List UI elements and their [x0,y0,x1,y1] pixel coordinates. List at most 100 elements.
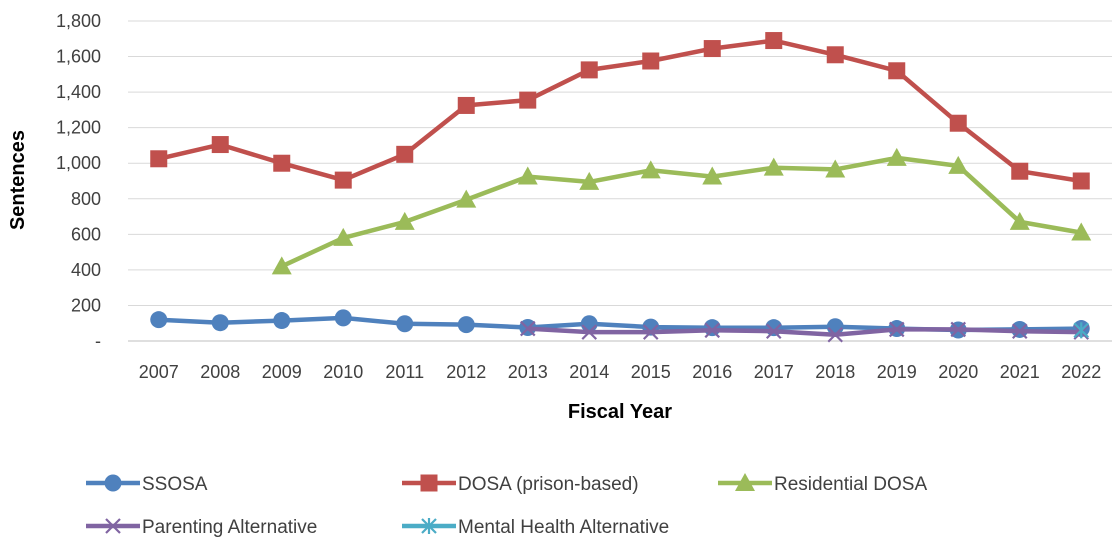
y-tick-label: 1,800 [56,11,101,31]
x-tick-label: 2013 [508,362,548,382]
data-point-parenting-alternative [888,321,905,338]
data-point-residential-dosa [763,157,784,176]
data-point-parenting-alternative [950,321,967,338]
data-point-residential-dosa [825,159,846,178]
data-point-dosa-prison-based [1072,172,1090,190]
data-point-residential-dosa [579,171,600,190]
data-point-residential-dosa [394,211,415,230]
data-point-residential-dosa [948,155,969,174]
series-mental-health-alternative [1073,322,1090,339]
data-point-dosa-prison-based [765,32,783,50]
y-tick-label: 200 [71,295,101,315]
series-layer [150,32,1092,343]
series-line-residential-dosa [280,155,1082,269]
data-point-parenting-alternative [581,324,598,340]
x-tick-label: 2018 [815,362,855,382]
legend-swatch-marker [105,518,121,534]
y-tick-label: 600 [71,224,101,244]
y-axis-title: Sentences [7,130,29,230]
data-point-parenting-alternative [642,324,659,340]
data-point-ssosa [457,316,475,334]
y-tick-label: 1,000 [56,153,101,173]
x-tick-label: 2022 [1061,362,1101,382]
data-point-parenting-alternative [519,320,536,337]
legend-label: Mental Health Alternative [458,517,669,538]
data-point-dosa-prison-based [949,114,967,132]
x-tick-label: 2007 [139,362,179,382]
x-tick-label: 2016 [692,362,732,382]
x-axis-title: Fiscal Year [568,401,672,423]
data-point-dosa-prison-based [334,171,352,189]
gridlines [128,20,1112,342]
data-point-dosa-prison-based [273,154,291,172]
data-point-ssosa [273,312,291,330]
legend-swatch-marker [421,518,437,534]
data-point-dosa-prison-based [888,62,906,80]
data-point-dosa-prison-based [580,61,598,79]
legend-swatch-marker [420,474,438,492]
data-point-residential-dosa [333,227,354,246]
x-tick-label: 2014 [569,362,609,382]
data-point-residential-dosa [271,256,292,275]
data-point-residential-dosa [1009,211,1030,230]
data-point-mental-health-alternative [1073,322,1090,339]
data-point-parenting-alternative [1011,323,1028,340]
data-point-dosa-prison-based [519,91,537,109]
x-tick-label: 2012 [446,362,486,382]
legend-swatch-marker [104,474,122,492]
data-point-parenting-alternative [704,322,721,339]
legend-item-parenting-alternative: Parenting Alternative [86,517,317,538]
data-point-residential-dosa [517,166,538,185]
data-point-ssosa [211,314,229,332]
series-dosa-prison-based [150,32,1090,190]
legend-label: SSOSA [142,474,208,495]
data-point-ssosa [150,311,168,329]
data-point-dosa-prison-based [1011,162,1029,180]
x-tick-label: 2021 [1000,362,1040,382]
data-point-ssosa [334,309,352,327]
data-point-parenting-alternative [765,323,782,340]
data-point-dosa-prison-based [642,52,660,70]
data-point-dosa-prison-based [211,136,229,154]
x-tick-label: 2020 [938,362,978,382]
data-point-residential-dosa [640,160,661,179]
y-axis-ticks: - 200 400 600 800 1,000 1,200 1,400 1,600 1,800 [56,11,101,351]
x-tick-label: 2010 [323,362,363,382]
data-point-dosa-prison-based [150,150,168,168]
legend: SSOSA DOSA (prison-based) Residential DOSA… [86,473,927,538]
y-tick-label: - [95,331,101,351]
x-tick-label: 2009 [262,362,302,382]
series-residential-dosa [271,147,1092,275]
legend-swatch-marker [735,473,755,491]
data-point-residential-dosa [1071,222,1092,241]
data-point-ssosa [703,319,721,337]
data-point-dosa-prison-based [457,96,475,114]
series-line-parenting-alternative [527,326,1082,338]
y-tick-label: 1,400 [56,82,101,102]
data-point-residential-dosa [456,189,477,208]
y-tick-label: 800 [71,189,101,209]
x-tick-label: 2019 [877,362,917,382]
data-point-parenting-alternative [827,326,844,343]
legend-label: Parenting Alternative [142,517,317,538]
y-tick-label: 1,200 [56,118,101,138]
legend-item-mental-health-alternative: Mental Health Alternative [402,517,669,538]
data-point-residential-dosa [702,166,723,185]
legend-item-ssosa: SSOSA [86,474,208,495]
data-point-dosa-prison-based [826,46,844,64]
x-tick-label: 2015 [631,362,671,382]
series-parenting-alternative [519,320,1090,343]
legend-item-dosa-prison-based: DOSA (prison-based) [402,474,639,495]
legend-item-residential-dosa: Residential DOSA [718,473,927,495]
series-line-dosa-prison-based [158,38,1082,184]
x-tick-label: 2017 [754,362,794,382]
legend-label: DOSA (prison-based) [458,474,639,495]
x-axis-ticks: 2007 2008 2009 2010 2011 2012 2013 2014 2015 2016… [139,362,1102,382]
y-tick-label: 1,600 [56,47,101,67]
x-tick-label: 2008 [200,362,240,382]
data-point-dosa-prison-based [703,40,721,58]
x-tick-label: 2011 [385,362,424,382]
data-point-residential-dosa [886,147,907,166]
data-point-ssosa [396,315,414,333]
